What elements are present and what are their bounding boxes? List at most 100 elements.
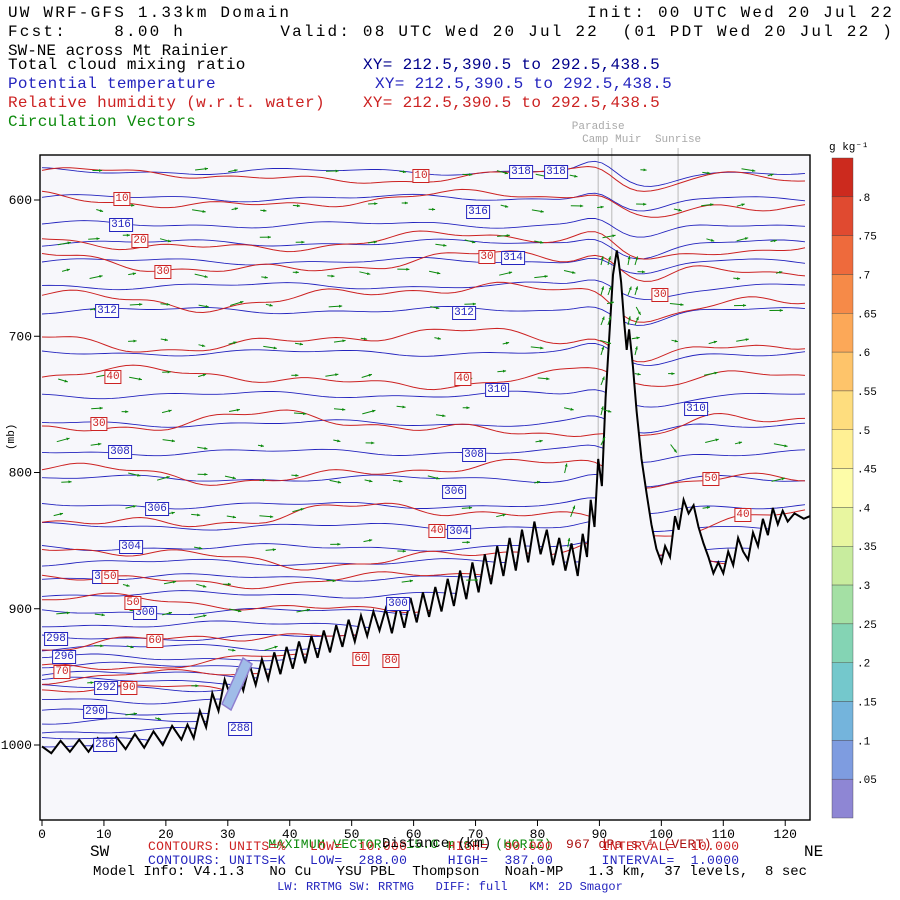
wind-vector-head [137,473,141,477]
wind-vector-head [635,316,639,321]
y-axis-unit-label: (mb) [6,423,18,450]
wind-vector-head [126,233,130,237]
theta-contour-info: CONTOURS: UNITS=K LOW= 288.00 HIGH= 387.… [148,853,740,868]
wind-vector-head [131,203,135,207]
colorbar-segment [831,313,854,353]
wind-vector-head [138,377,142,381]
x-tick-label: 100 [650,827,673,842]
colorbar-segment [831,157,854,198]
cloud-shading [221,656,253,712]
wind-vector-head [270,515,274,519]
theta-contour-line [41,279,806,300]
max-vector-horiz: MAXIMUM VECTOR: 15.0 m s⁻¹ (HORIZ) [268,837,552,852]
wind-vector-head [600,205,604,209]
colorbar-segment [831,235,854,275]
wind-vector-head [66,268,70,272]
wind-vector-head [736,277,741,280]
colorbar-tick-label: .7 [857,270,870,282]
wind-vector-head [601,346,605,350]
colorbar-segment [831,740,854,780]
wind-vector-head [133,712,137,716]
wind-vector-head [442,414,446,418]
wind-vector-head [502,513,506,517]
wind-vector-head [164,338,168,342]
wind-vector-head [635,286,639,290]
colorbar-segment [831,701,854,741]
wind-vector-head [133,505,137,508]
wind-vector-head [628,286,632,290]
wind-vector-head [601,286,604,290]
wind-vector-head [240,301,244,304]
wind-vector-head [432,207,436,211]
wind-vector-head [236,408,240,412]
wind-vector-head [773,239,777,243]
wind-vector-head [643,202,647,206]
wind-vector-head [369,479,373,483]
theta-contour-line [41,497,806,515]
wind-vector-head [272,548,276,552]
wind-vector-head [267,235,271,239]
wind-vector-head [469,173,473,176]
wind-vector-head [300,508,304,511]
theta-contour-line [41,444,806,463]
wind-vector-head [714,371,718,375]
wind-vector-head [570,407,574,411]
wind-vector-head [299,342,303,346]
wind-vector-head [706,506,710,509]
wind-vector-head [66,437,70,441]
wind-vector-head [205,305,209,308]
colorbar-tick-label: .05 [857,775,877,787]
wind-vector-head [371,441,375,445]
wind-vector-head [436,476,440,480]
wind-vector-head [90,681,94,685]
wind-vector-head [612,234,616,238]
wind-vector-head [132,272,136,276]
colorbar-tick-label: .6 [857,348,870,360]
colorbar-segment [831,778,854,819]
wind-vector-head [627,256,631,260]
wind-vector-head [437,337,441,340]
wind-vector-head [741,203,745,207]
colorbar-segment [831,546,854,586]
colorbar-segment [831,351,854,392]
wind-vector-head [636,336,640,340]
wind-vector-head [232,648,236,652]
wind-vector-head [342,408,346,411]
wind-vector-head [263,209,267,212]
wind-vector-head [784,444,788,448]
wind-vector-head [126,584,130,587]
wind-vector-head [635,256,638,260]
wind-vector-head [96,237,100,241]
wind-vector-head [166,476,170,479]
wind-vector-head [366,272,371,275]
wind-vector-head [203,584,207,588]
x-axis-label: Distance (km) [382,836,492,852]
wind-vector-head [133,339,137,343]
wind-vector-head [502,369,507,373]
wind-vector-head [472,302,476,306]
wind-vector-head [332,579,336,583]
wind-vector-head [443,243,447,247]
wind-vector-head [204,275,208,278]
colorbar-segment [831,429,854,469]
wind-vector-head [678,208,682,212]
wind-vector-head [232,476,236,480]
wind-vector-head [713,340,718,344]
theta-contour-line [41,415,806,434]
wind-vector-head [580,204,584,208]
wind-vector-head [781,477,785,481]
wind-vector-head [204,446,208,450]
wind-vector-head [743,304,747,307]
rh-contour-line [41,188,806,218]
colorbar-segment [831,390,854,430]
x-tick-label: 30 [220,827,236,842]
wind-vector-head [404,201,408,205]
wind-vector-head [504,171,508,175]
section-title: SW-NE across Mt Rainier [8,42,229,60]
wind-vector-head [262,478,266,482]
wind-vector-head [98,442,102,446]
rh-contour-info: CONTOURS: UNITS=% LOW= 10.000 HIGH= 90.0… [148,839,740,854]
wind-vector-head [673,449,677,453]
wind-vector-head [601,316,605,320]
colorbar-segment [831,662,854,702]
